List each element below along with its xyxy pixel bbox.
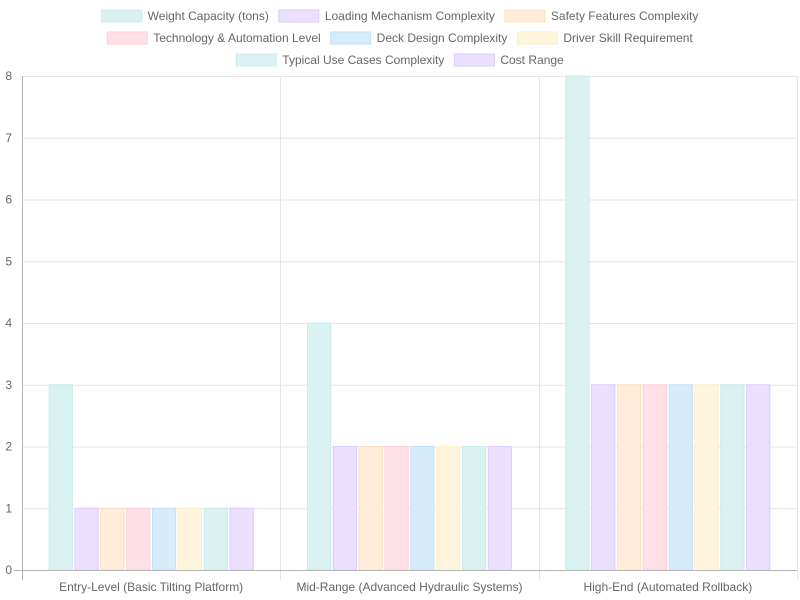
x-tick-label: Mid-Range (Advanced Hydraulic Systems) (296, 580, 522, 594)
legend-swatch (106, 31, 148, 45)
legend-item-typical-use-cases-complexity[interactable]: Typical Use Cases Complexity (235, 53, 444, 67)
x-tick-label: Entry-Level (Basic Tilting Platform) (59, 580, 243, 594)
bar-loading-mechanism-complexity-3[interactable]: Loading Mechanism Complexity: 3 (591, 384, 616, 571)
y-axis-ticks: 0 1 2 3 4 5 6 7 8 (5, 69, 12, 577)
legend-label: Driver Skill Requirement (563, 31, 693, 45)
bar-weight-capacity-tons-2[interactable]: Weight Capacity (tons): 4 (306, 322, 332, 571)
y-tick-label: 3 (5, 378, 12, 392)
legend-swatch (504, 9, 546, 23)
bar-driver-skill-requirement-1[interactable]: Driver Skill Requirement: 1 (177, 507, 203, 571)
bar-typical-use-cases-complexity-1[interactable]: Typical Use Cases Complexity: 1 (203, 507, 228, 571)
bar-group-mid-range-advanced-hydraulic-systems: Weight Capacity (tons): 4Loading Mechani… (306, 322, 513, 571)
y-tick-label: 8 (5, 69, 12, 83)
bars: Weight Capacity (tons): 3Loading Mechani… (48, 75, 771, 571)
legend-swatch (330, 31, 372, 45)
x-tick-label: High-End (Automated Rollback) (583, 580, 752, 594)
bar-technology-automation-level-2[interactable]: Technology & Automation Level: 2 (384, 446, 409, 571)
axes (14, 76, 797, 580)
legend-swatch (453, 53, 495, 67)
legend-item-deck-design-complexity[interactable]: Deck Design Complexity (330, 31, 508, 45)
y-tick-label: 7 (5, 131, 12, 145)
bar-safety-features-complexity-2[interactable]: Safety Features Complexity: 2 (358, 446, 383, 571)
bar-loading-mechanism-complexity-1[interactable]: Loading Mechanism Complexity: 1 (74, 507, 99, 571)
legend-item-weight-capacity-tons[interactable]: Weight Capacity (tons) (101, 9, 269, 23)
bar-typical-use-cases-complexity-2[interactable]: Typical Use Cases Complexity: 2 (461, 446, 487, 571)
bar-driver-skill-requirement-2[interactable]: Driver Skill Requirement: 2 (436, 446, 461, 571)
legend-label: Cost Range (500, 53, 564, 67)
bar-safety-features-complexity-1[interactable]: Safety Features Complexity: 1 (100, 507, 125, 571)
bar-loading-mechanism-complexity-2[interactable]: Loading Mechanism Complexity: 2 (332, 446, 358, 571)
bar-cost-range-2[interactable]: Cost Range: 2 (487, 446, 513, 571)
legend-item-loading-mechanism-complexity[interactable]: Loading Mechanism Complexity (278, 9, 495, 23)
bar-deck-design-complexity-1[interactable]: Deck Design Complexity: 1 (151, 507, 177, 571)
legend-swatch (101, 9, 143, 23)
legend-swatch (235, 53, 277, 67)
x-axis-ticks: Entry-Level (Basic Tilting Platform) Mid-… (59, 580, 752, 594)
y-tick-label: 1 (5, 501, 12, 515)
bar-technology-automation-level-3[interactable]: Technology & Automation Level: 3 (642, 384, 668, 571)
y-tick-label: 0 (5, 563, 12, 577)
bar-cost-range-3[interactable]: Cost Range: 3 (746, 384, 771, 571)
legend-item-cost-range[interactable]: Cost Range (453, 53, 564, 67)
bar-driver-skill-requirement-3[interactable]: Driver Skill Requirement: 3 (694, 384, 719, 571)
grid (22, 76, 798, 580)
bar-typical-use-cases-complexity-3[interactable]: Typical Use Cases Complexity: 3 (720, 384, 745, 571)
legend-label: Weight Capacity (tons) (148, 9, 269, 23)
bar-weight-capacity-tons-1[interactable]: Weight Capacity (tons): 3 (48, 384, 73, 571)
legend-label: Typical Use Cases Complexity (282, 53, 444, 67)
legend-label: Technology & Automation Level (153, 31, 320, 45)
bar-cost-range-1[interactable]: Cost Range: 1 (229, 507, 254, 571)
y-tick-label: 6 (5, 193, 12, 207)
legend-swatch (516, 31, 558, 45)
bar-weight-capacity-tons-3[interactable]: Weight Capacity (tons): 8 (565, 75, 590, 571)
y-tick-label: 4 (5, 316, 12, 330)
legend-item-driver-skill-requirement[interactable]: Driver Skill Requirement (516, 31, 693, 45)
bar-group-entry-level-basic-tilting-platform: Weight Capacity (tons): 3Loading Mechani… (48, 384, 254, 571)
legend-item-safety-features-complexity[interactable]: Safety Features Complexity (504, 9, 698, 23)
legend: Weight Capacity (tons) Loading Mechanism … (101, 9, 698, 67)
legend-swatch (278, 9, 320, 23)
bar-group-high-end-automated-rollback: Weight Capacity (tons): 8Loading Mechani… (565, 75, 771, 571)
y-tick-label: 5 (5, 254, 12, 268)
legend-label: Deck Design Complexity (377, 31, 508, 45)
bar-deck-design-complexity-3[interactable]: Deck Design Complexity: 3 (668, 384, 693, 571)
bar-technology-automation-level-1[interactable]: Technology & Automation Level: 1 (126, 507, 151, 571)
bar-deck-design-complexity-2[interactable]: Deck Design Complexity: 2 (410, 446, 435, 571)
legend-label: Safety Features Complexity (551, 9, 698, 23)
y-tick-label: 2 (5, 440, 12, 454)
legend-item-technology-automation-level[interactable]: Technology & Automation Level (106, 31, 321, 45)
bar-safety-features-complexity-3[interactable]: Safety Features Complexity: 3 (616, 384, 642, 571)
legend-label: Loading Mechanism Complexity (325, 9, 495, 23)
